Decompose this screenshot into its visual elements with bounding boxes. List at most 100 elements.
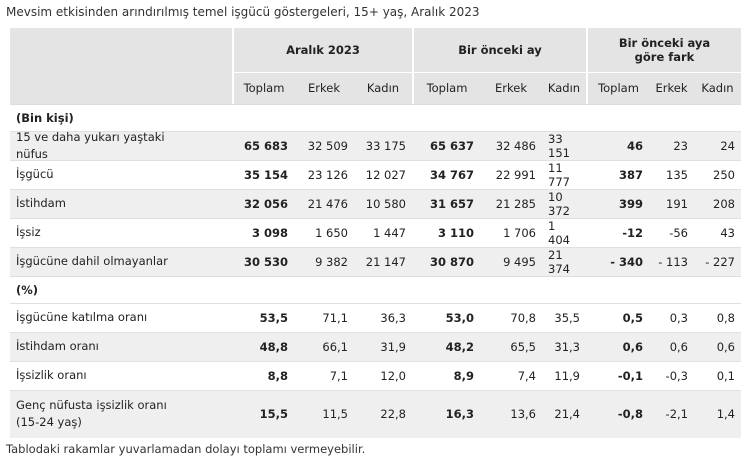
- cell-value: 250: [713, 167, 735, 182]
- cell-value: 399: [618, 196, 643, 211]
- cell-value: - 340: [610, 254, 643, 269]
- cell-value: 35 154: [243, 167, 288, 182]
- row-bg: [10, 332, 741, 361]
- cell-value: 11,9: [554, 368, 580, 383]
- column-header: Toplam: [412, 72, 480, 104]
- header-bg: [10, 28, 741, 104]
- cell-value: 32 509: [307, 138, 348, 153]
- cell-value: 24: [720, 138, 735, 153]
- cell-value: 15,5: [259, 407, 288, 421]
- cell-value: 36,3: [380, 310, 406, 325]
- cell-value: -0,3: [665, 368, 688, 383]
- cell-value: 34 767: [429, 167, 474, 182]
- row-label: İstihdam: [16, 196, 66, 210]
- group-header: Bir önceki ay: [412, 28, 586, 72]
- cell-value: 1 706: [503, 225, 536, 240]
- row-label: İşsizlik oranı: [16, 368, 87, 382]
- cell-value: 0,1: [716, 368, 735, 383]
- cell-value: 35,5: [554, 310, 580, 325]
- cell-value: 387: [618, 167, 643, 182]
- cell-value: 8,9: [453, 368, 474, 383]
- cell-value: 11,5: [322, 407, 348, 421]
- row-label: İşsiz: [16, 225, 41, 239]
- cell-value: -2,1: [665, 407, 688, 421]
- cell-value: 22,8: [380, 407, 406, 421]
- cell-value: 208: [713, 196, 735, 211]
- cell-value: 65,5: [510, 339, 536, 354]
- row-label: İşgücüne katılma oranı: [16, 310, 148, 324]
- row-bg: [10, 189, 741, 218]
- cell-value: 10 372: [548, 189, 570, 218]
- cell-value: 53,5: [259, 310, 288, 325]
- section-row-bg: [10, 276, 741, 303]
- cell-value: 65 637: [429, 138, 474, 153]
- cell-value: 48,8: [259, 339, 288, 354]
- cell-value: 33 175: [365, 138, 406, 153]
- row-label: 15 ve daha yukarı yaştaki nüfus: [16, 129, 165, 161]
- cell-value: 31,3: [554, 339, 580, 354]
- cell-value: -56: [669, 225, 688, 240]
- cell-value: -12: [622, 225, 643, 240]
- cell-value: 1 404: [548, 218, 570, 247]
- column-header: Erkek: [308, 81, 340, 95]
- cell-value: 65 683: [243, 138, 288, 153]
- cell-value: 43: [720, 225, 735, 240]
- cell-value: 32 056: [243, 196, 288, 211]
- row-label: İşgücüne dahil olmayanlar: [16, 254, 168, 268]
- cell-value: 0,5: [622, 310, 643, 325]
- section-label: (Bin kişi): [16, 110, 74, 125]
- cell-value: 7,1: [329, 368, 348, 383]
- cell-value: 0,6: [622, 339, 643, 354]
- cell-value: 3 110: [437, 225, 474, 240]
- table-title: Mevsim etkisinden arındırılmış temel işg…: [6, 5, 480, 19]
- cell-value: -0,1: [617, 368, 643, 383]
- cell-value: 22 991: [495, 167, 536, 182]
- row-label: Genç nüfusta işsizlik oranı (15-24 yaş): [16, 398, 167, 429]
- cell-value: 11 777: [548, 160, 570, 189]
- cell-value: 10 580: [365, 196, 406, 211]
- cell-value: -0,8: [617, 407, 643, 421]
- cell-value: 16,3: [445, 407, 474, 421]
- cell-value: 23 126: [307, 167, 348, 182]
- cell-value: 3 098: [251, 225, 288, 240]
- row-bg: [10, 131, 741, 160]
- cell-value: 1 650: [315, 225, 348, 240]
- column-header: Erkek: [655, 81, 688, 95]
- column-header: Toplam: [586, 72, 649, 104]
- cell-value: 31 657: [429, 196, 474, 211]
- cell-value: 21 374: [548, 247, 570, 276]
- cell-value: 71,1: [322, 310, 348, 325]
- cell-value: 30 530: [243, 254, 288, 269]
- group-header: Aralık 2023: [232, 28, 412, 72]
- cell-value: 135: [666, 167, 688, 182]
- section-row-bg: [10, 104, 741, 131]
- cell-value: 9 382: [315, 254, 348, 269]
- cell-value: 48,2: [445, 339, 474, 354]
- cell-value: 0,6: [669, 339, 688, 354]
- cell-value: 12,0: [380, 368, 406, 383]
- cell-value: 21 147: [365, 254, 406, 269]
- cell-value: 1 447: [373, 225, 406, 240]
- row-bg: [10, 390, 741, 438]
- column-header: Erkek: [495, 81, 527, 95]
- cell-value: 21 285: [495, 196, 536, 211]
- row-bg: [10, 218, 741, 247]
- row-bg: [10, 303, 741, 332]
- cell-value: 33 151: [548, 131, 570, 160]
- cell-value: 0,3: [669, 310, 688, 325]
- cell-value: 21,4: [554, 407, 580, 421]
- cell-value: 32 486: [495, 138, 536, 153]
- section-label: (%): [16, 282, 39, 297]
- row-bg: [10, 247, 741, 276]
- cell-value: 30 870: [429, 254, 474, 269]
- cell-value: 8,8: [267, 368, 288, 383]
- cell-value: 70,8: [510, 310, 536, 325]
- cell-value: 66,1: [322, 339, 348, 354]
- cell-value: 13,6: [510, 407, 536, 421]
- cell-value: - 227: [705, 254, 735, 269]
- cell-value: 1,4: [716, 407, 735, 421]
- cell-value: 21 476: [307, 196, 348, 211]
- cell-value: 46: [626, 138, 643, 153]
- column-header: Kadın: [547, 81, 581, 95]
